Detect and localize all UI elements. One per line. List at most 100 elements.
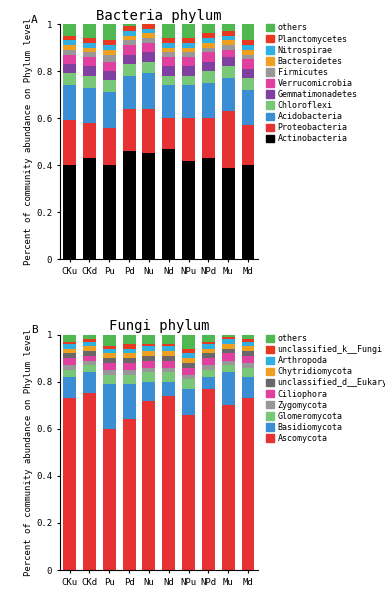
Bar [103,62,115,71]
Bar [162,356,175,361]
Title: Fungi phylum: Fungi phylum [109,319,209,334]
Bar [123,26,136,31]
Bar [222,67,234,78]
Bar [182,52,195,57]
Bar [83,361,96,365]
Bar [202,43,215,47]
Bar [242,40,254,45]
Bar [83,340,96,342]
Bar [222,361,234,365]
Bar [63,398,76,570]
Bar [123,374,136,384]
Bar [63,370,76,377]
Bar [63,24,76,36]
Bar [222,167,234,259]
Bar [63,85,76,121]
Bar [83,365,96,373]
Bar [103,71,115,80]
Bar [202,342,215,344]
Bar [142,34,155,38]
Bar [182,160,195,259]
Bar [103,358,115,363]
Bar [242,398,254,570]
Bar [83,158,96,259]
Bar [182,335,195,349]
Bar [83,342,96,346]
Bar [83,335,96,340]
Bar [63,353,76,358]
Bar [123,363,136,370]
Bar [182,67,195,76]
Bar [202,83,215,118]
Bar [242,165,254,259]
Bar [202,335,215,342]
Bar [83,346,96,351]
Bar [162,361,175,368]
Text: B: B [31,325,38,335]
Bar [83,123,96,158]
Bar [182,368,195,374]
Bar [182,353,195,358]
Bar [162,47,175,52]
Legend: others, Planctomycetes, Nitrospirae, Bacteroidetes, Firmicutes, Verrucomicrobia,: others, Planctomycetes, Nitrospirae, Bac… [266,23,358,143]
Bar [103,165,115,259]
Bar [123,24,136,26]
Bar [162,38,175,43]
Bar [162,57,175,67]
Bar [202,349,215,353]
Bar [202,158,215,259]
Bar [222,45,234,50]
Bar [242,363,254,368]
Bar [202,34,215,38]
Bar [242,351,254,356]
Bar [162,76,175,85]
Bar [242,50,254,55]
Bar [103,128,115,165]
Bar [123,419,136,570]
Bar [242,59,254,69]
Bar [182,24,195,38]
Title: Bacteria phylum: Bacteria phylum [96,9,222,23]
Bar [103,50,115,55]
Bar [242,356,254,363]
Bar [222,353,234,361]
Bar [162,67,175,76]
Bar [123,55,136,64]
Bar [162,373,175,382]
Bar [103,370,115,374]
Bar [63,165,76,259]
Bar [242,340,254,342]
Bar [162,346,175,351]
Bar [182,358,195,363]
Bar [242,90,254,125]
Legend: others, unclassified_k__Fungi, Arthropoda, Chytridiomycota, unclassified_d__Euka: others, unclassified_k__Fungi, Arthropod… [266,334,385,443]
Bar [103,384,115,429]
Bar [142,73,155,109]
Bar [222,373,234,405]
Bar [222,405,234,570]
Bar [182,43,195,47]
Bar [162,24,175,38]
Bar [142,351,155,356]
Bar [103,429,115,570]
Bar [242,368,254,377]
Bar [242,125,254,165]
Bar [182,85,195,118]
Bar [142,346,155,351]
Bar [63,121,76,165]
Bar [123,335,136,344]
Bar [83,38,96,43]
Bar [222,40,234,45]
Bar [162,118,175,149]
Bar [103,335,115,346]
Bar [202,389,215,570]
Bar [63,64,76,73]
Bar [63,344,76,349]
Bar [142,344,155,346]
Bar [83,351,96,356]
Bar [202,24,215,34]
Bar [222,31,234,36]
Bar [222,344,234,349]
Bar [63,50,76,55]
Bar [103,363,115,370]
